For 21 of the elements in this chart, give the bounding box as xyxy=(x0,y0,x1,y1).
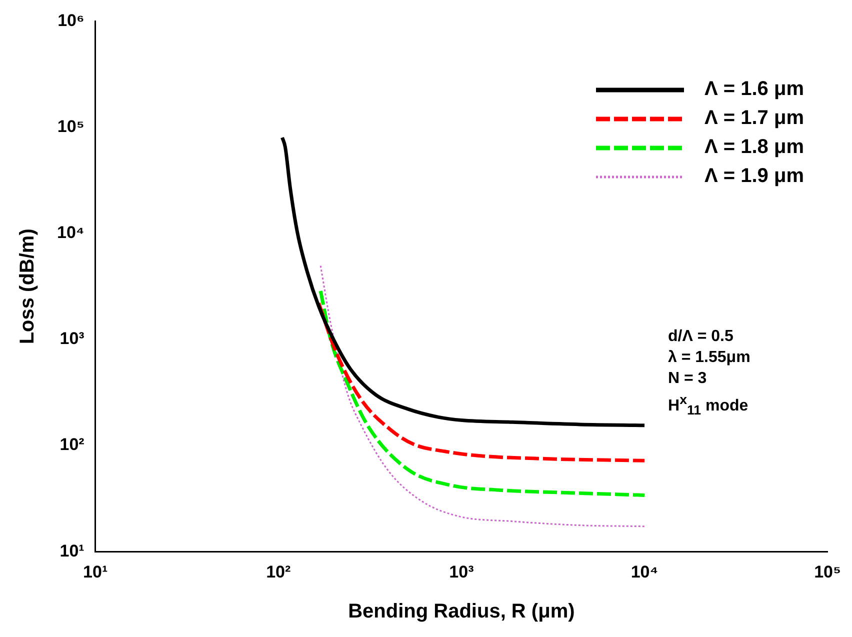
legend-label: Λ = 1.8 μm xyxy=(704,136,804,159)
legend-label: Λ = 1.6 μm xyxy=(704,78,804,101)
annotation: N = 3 xyxy=(668,369,708,389)
annotation: λ = 1.55μm xyxy=(668,348,750,368)
legend-label: Λ = 1.9 μm xyxy=(704,165,804,188)
x-tick-label: 10¹ xyxy=(83,562,108,582)
y-tick-label: 10² xyxy=(60,435,85,454)
y-tick-label: 10⁵ xyxy=(57,116,84,136)
x-tick-label: 10² xyxy=(266,562,291,582)
legend-label: Λ = 1.7 μm xyxy=(704,107,804,130)
x-tick-label: 10⁴ xyxy=(630,562,658,582)
y-tick-label: 10⁶ xyxy=(58,10,84,30)
x-tick-label: 10³ xyxy=(449,562,474,582)
annotation: d/Λ = 0.5 xyxy=(668,327,734,347)
y-axis-title: Loss (dB/m) xyxy=(16,228,39,344)
y-tick-label: 10³ xyxy=(60,329,85,348)
y-tick-label: 10⁴ xyxy=(56,223,84,242)
y-tick-label: 10¹ xyxy=(60,541,85,560)
x-axis-title: Bending Radius, R (μm) xyxy=(348,600,575,623)
annotation: H$^{x}$$_{11}$ mode xyxy=(668,391,750,420)
x-tick-label: 10⁵ xyxy=(814,562,842,582)
